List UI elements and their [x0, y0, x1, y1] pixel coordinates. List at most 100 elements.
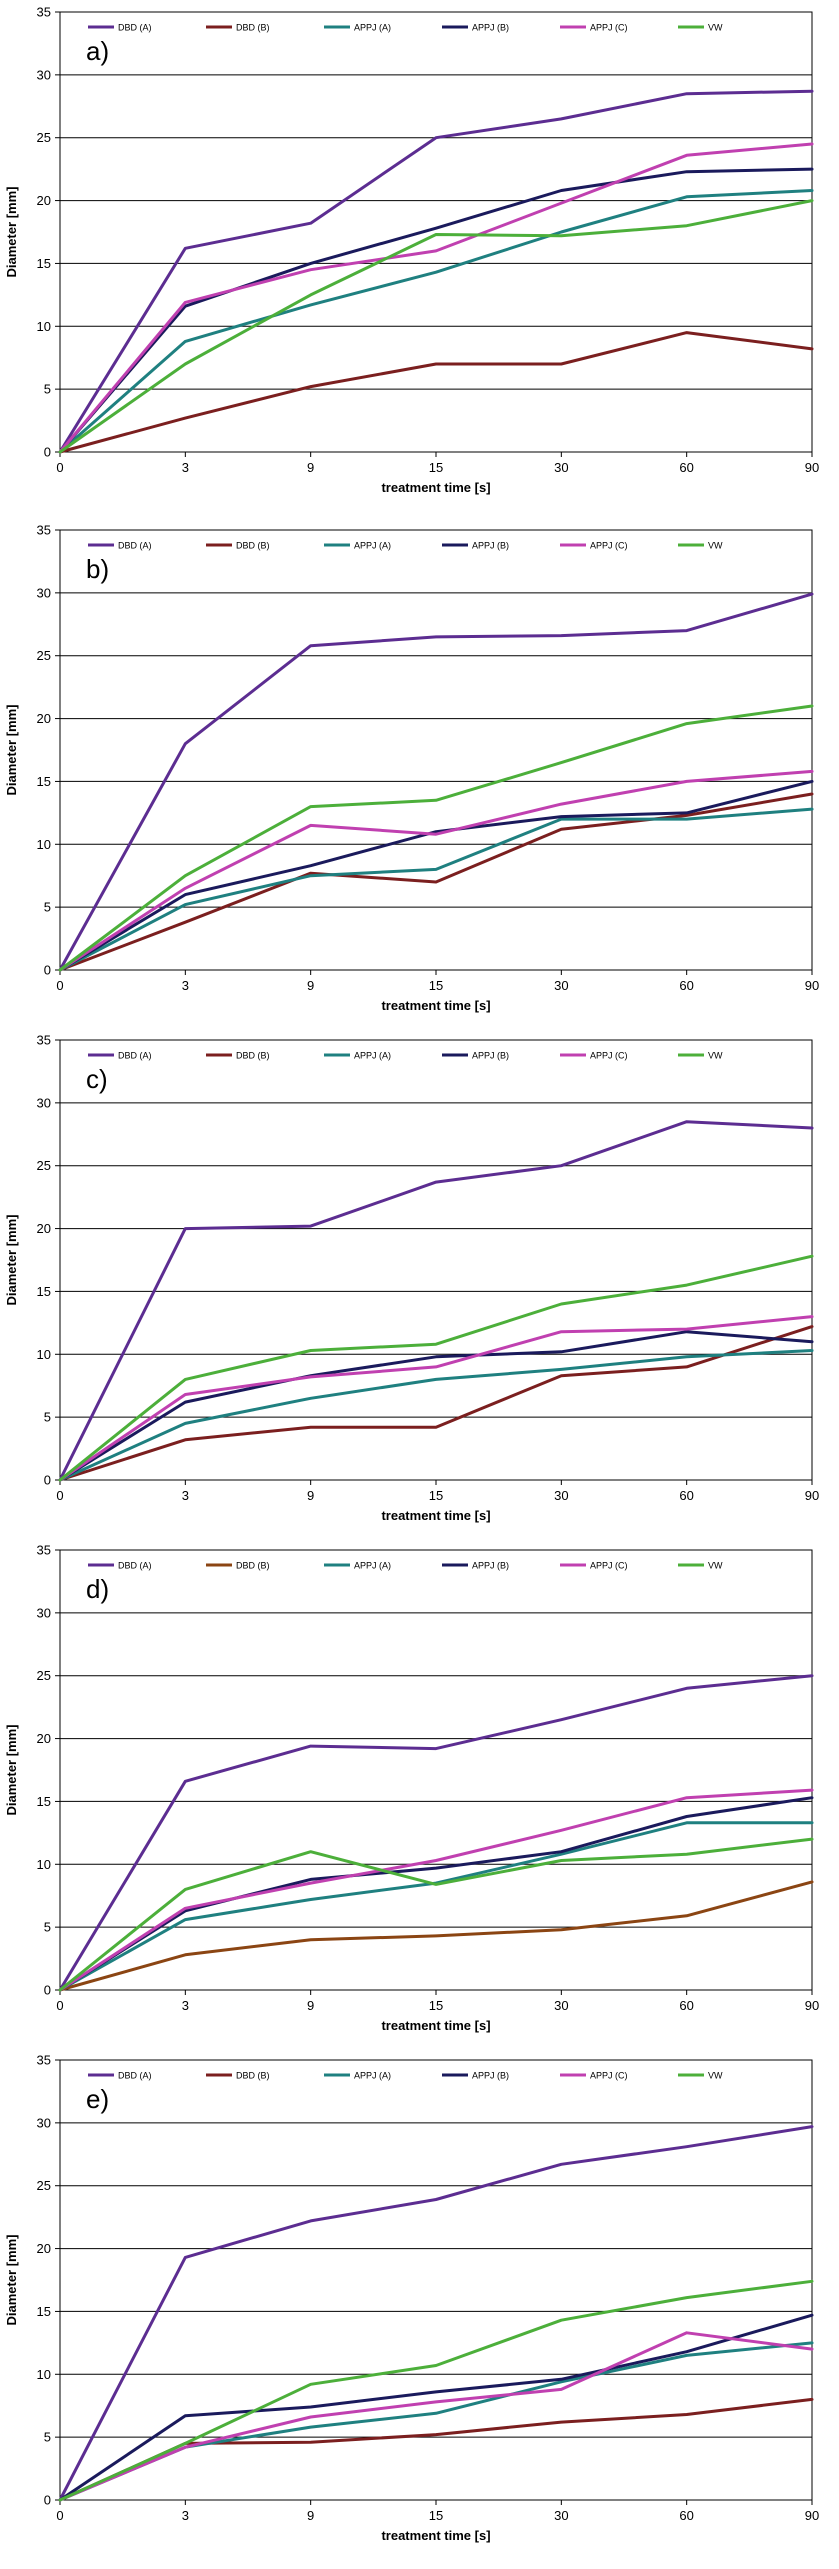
x-tick-label: 3	[182, 1998, 189, 2013]
x-tick-label: 0	[56, 2508, 63, 2523]
series-line-dbd-a	[58, 2125, 814, 2502]
legend-label: DBD (A)	[118, 1051, 152, 1061]
x-axis-title: treatment time [s]	[381, 480, 490, 495]
series-line-appj-c	[58, 1315, 814, 1482]
panel-label: a)	[86, 36, 109, 66]
legend-label: DBD (A)	[118, 1561, 152, 1571]
chart-panel-e: 0 5 10 15 20 25 30 35 0 3 9 15 30 60 90 treatment time …	[4, 2053, 819, 2544]
y-tick-label: 0	[44, 445, 51, 460]
legend-label: APPJ (A)	[354, 2071, 391, 2081]
legend-label: VW	[708, 2071, 723, 2081]
x-tick-label: 30	[554, 2508, 568, 2523]
panel-label: d)	[86, 1574, 109, 1604]
plot-area	[59, 2059, 813, 2501]
x-tick-label: 3	[182, 2508, 189, 2523]
x-axis-title: treatment time [s]	[381, 2528, 490, 2543]
y-tick-label: 15	[37, 774, 51, 789]
plot-area	[59, 1549, 813, 1991]
x-tick-label: 30	[554, 978, 568, 993]
x-tick-label: 90	[805, 1488, 819, 1503]
y-tick-label: 0	[44, 963, 51, 978]
y-tick-label: 35	[37, 1033, 51, 1048]
y-tick-label: 15	[37, 2304, 51, 2319]
y-tick-label: 10	[37, 1347, 51, 1362]
x-tick-label: 30	[554, 460, 568, 475]
y-axis-title: Diameter [mm]	[4, 1724, 19, 1815]
legend-label: APPJ (B)	[472, 541, 509, 551]
y-tick-label: 15	[37, 256, 51, 271]
x-tick-label: 15	[429, 978, 443, 993]
y-tick-label: 30	[37, 67, 51, 82]
y-tick-label: 20	[37, 711, 51, 726]
legend-label: DBD (B)	[236, 1561, 270, 1571]
x-axis-title: treatment time [s]	[381, 1508, 490, 1523]
x-tick-label: 90	[805, 1998, 819, 2013]
x-tick-label: 0	[56, 978, 63, 993]
x-tick-label: 3	[182, 978, 189, 993]
y-tick-label: 10	[37, 837, 51, 852]
series-line-dbd-a	[58, 89, 814, 454]
x-tick-label: 15	[429, 2508, 443, 2523]
series-line-dbd-a	[58, 1120, 814, 1482]
x-tick-label: 3	[182, 460, 189, 475]
chart-panel-d: 0 5 10 15 20 25 30 35 0 3 9 15 30 60 90 treatment time …	[4, 1543, 819, 2034]
chart-panel-b: 0 5 10 15 20 25 30 35 0 3 9 15 30 60 90 treatment time …	[4, 523, 819, 1014]
x-tick-label: 0	[56, 1488, 63, 1503]
x-tick-label: 30	[554, 1488, 568, 1503]
y-tick-label: 35	[37, 523, 51, 538]
x-tick-label: 0	[56, 1998, 63, 2013]
series-line-vw	[58, 704, 814, 972]
y-tick-label: 5	[44, 2430, 51, 2445]
legend-label: DBD (B)	[236, 1051, 270, 1061]
legend-label: APPJ (A)	[354, 1561, 391, 1571]
series-line-appj-b	[58, 167, 814, 454]
y-tick-label: 5	[44, 382, 51, 397]
series-line-vw	[58, 1837, 814, 1992]
legend-label: VW	[708, 23, 723, 33]
y-axis-title: Diameter [mm]	[4, 1214, 19, 1305]
y-tick-label: 10	[37, 1857, 51, 1872]
series-line-appj-a	[58, 1349, 814, 1482]
y-tick-label: 0	[44, 1983, 51, 1998]
y-axis-title: Diameter [mm]	[4, 704, 19, 795]
legend-label: DBD (A)	[118, 23, 152, 33]
y-tick-label: 10	[37, 2367, 51, 2382]
y-tick-label: 25	[37, 130, 51, 145]
legend-label: APPJ (B)	[472, 2071, 509, 2081]
panel-label: c)	[86, 1064, 108, 1094]
series-line-appj-b	[58, 1796, 814, 1992]
series-line-vw	[58, 199, 814, 454]
y-tick-label: 25	[37, 648, 51, 663]
legend-label: DBD (A)	[118, 2071, 152, 2081]
y-tick-label: 20	[37, 2241, 51, 2256]
legend-label: APPJ (B)	[472, 23, 509, 33]
y-tick-label: 35	[37, 1543, 51, 1558]
plot-area	[59, 529, 813, 971]
y-tick-label: 5	[44, 1410, 51, 1425]
legend-label: VW	[708, 541, 723, 551]
legend-label: DBD (B)	[236, 23, 270, 33]
y-tick-label: 30	[37, 585, 51, 600]
series-line-appj-c	[58, 142, 814, 454]
x-tick-label: 3	[182, 1488, 189, 1503]
panel-label: e)	[86, 2084, 109, 2114]
y-axis-title: Diameter [mm]	[4, 2234, 19, 2325]
legend-label: APPJ (A)	[354, 1051, 391, 1061]
plot-area	[59, 1039, 813, 1481]
x-tick-label: 60	[679, 978, 693, 993]
y-axis-title: Diameter [mm]	[4, 186, 19, 277]
x-axis-title: treatment time [s]	[381, 998, 490, 1013]
panel-label: b)	[86, 554, 109, 584]
y-tick-label: 25	[37, 1158, 51, 1173]
series-line-dbd-a	[58, 1674, 814, 1992]
x-tick-label: 60	[679, 460, 693, 475]
y-tick-label: 5	[44, 1920, 51, 1935]
legend-label: APPJ (C)	[590, 2071, 628, 2081]
y-tick-label: 5	[44, 900, 51, 915]
y-tick-label: 10	[37, 319, 51, 334]
legend-label: VW	[708, 1561, 723, 1571]
y-tick-label: 25	[37, 1668, 51, 1683]
series-line-vw	[58, 1254, 814, 1482]
series-line-appj-a	[58, 189, 814, 454]
